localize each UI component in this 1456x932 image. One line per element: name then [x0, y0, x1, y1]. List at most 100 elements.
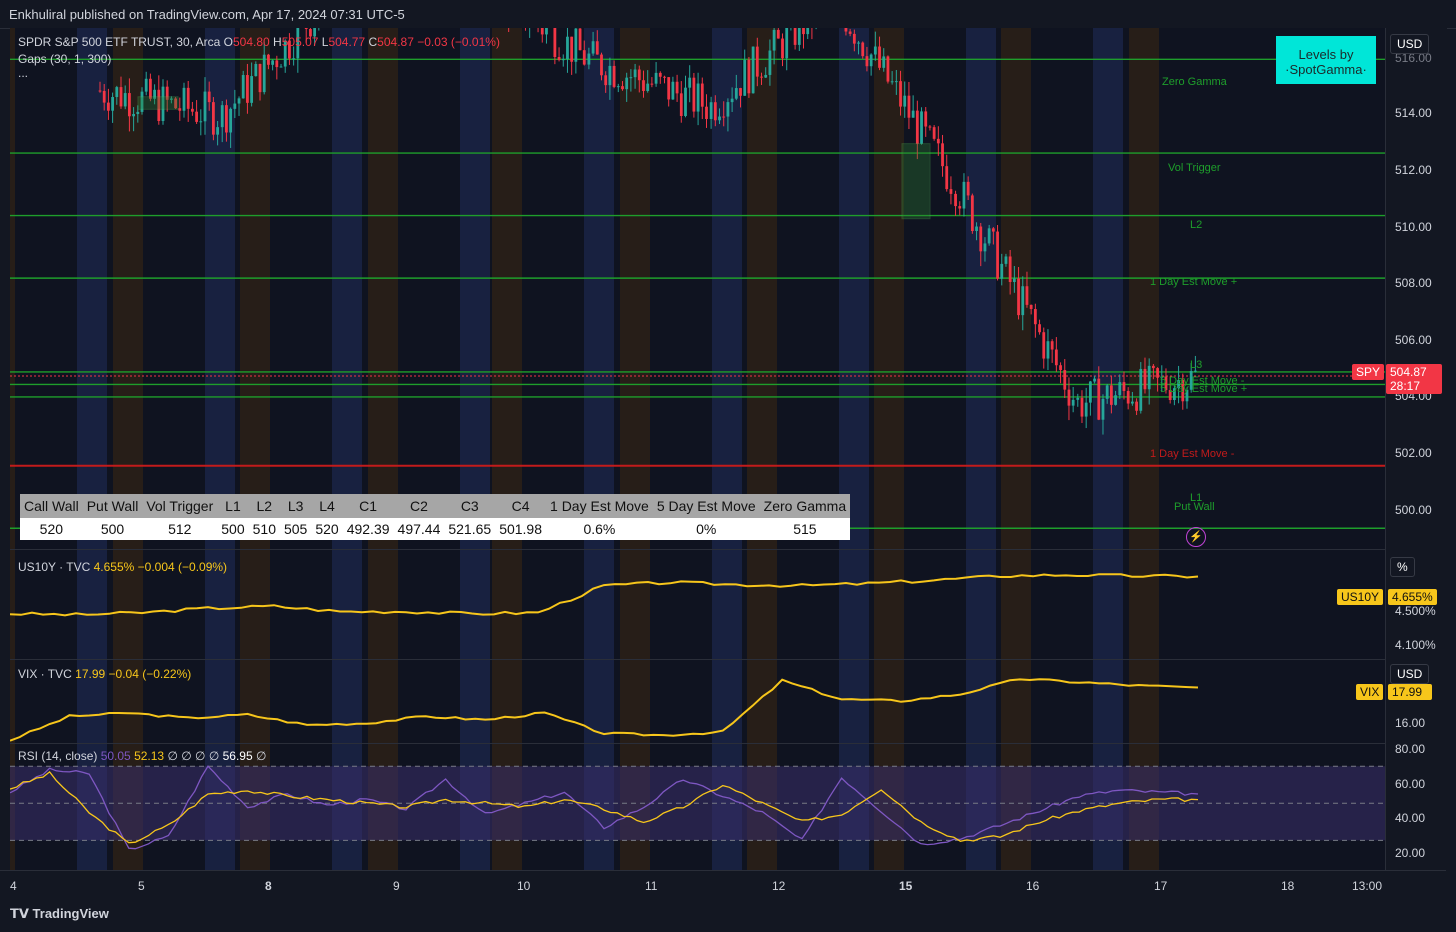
- chart-area[interactable]: [10, 28, 1385, 898]
- candle-body: [225, 105, 228, 133]
- candle-body: [258, 63, 262, 93]
- candle-body: [591, 41, 595, 54]
- premarket-shade: [113, 28, 143, 870]
- candle-body: [996, 231, 999, 279]
- time-label: 13:00: [1352, 879, 1383, 893]
- candle-body: [275, 60, 279, 68]
- candle-body: [966, 181, 970, 196]
- time-label: 15: [899, 879, 913, 893]
- levels-value-cell: 520: [311, 518, 343, 540]
- tradingview-logo[interactable]: 𝗧𝗩 TradingView: [10, 906, 109, 922]
- candle-body: [553, 28, 557, 57]
- candle-body: [962, 181, 966, 209]
- more-indicators[interactable]: ...: [18, 66, 29, 80]
- levels-header-cell: C2: [393, 494, 445, 518]
- level-label-l1: L1: [1190, 492, 1203, 504]
- gap-box: [137, 96, 179, 110]
- spy-symbol-tag: SPY: [1352, 364, 1385, 380]
- candle-body: [642, 80, 645, 91]
- premarket-shade: [492, 28, 522, 870]
- candle-body: [991, 228, 995, 232]
- premarket-shade: [10, 28, 15, 870]
- candle-body: [1156, 368, 1159, 378]
- candle-body: [1029, 304, 1033, 310]
- candle-body: [739, 88, 742, 96]
- candle-body: [212, 102, 215, 135]
- candle-body: [540, 28, 544, 35]
- us10y-change: −0.004 (−0.09%): [137, 560, 228, 574]
- time-axis[interactable]: 4 5 8 9 10 11 12 15 16 17 18 13:00: [0, 870, 1446, 899]
- candle-body: [915, 110, 919, 144]
- candle-body: [612, 65, 616, 87]
- candle-body: [667, 77, 671, 100]
- candle-body: [793, 28, 797, 45]
- pane-separator[interactable]: [10, 659, 1385, 660]
- vix-legend: VIX · TVC 17.99 −0.04 (−0.22%): [18, 667, 191, 681]
- candle-body: [633, 69, 637, 78]
- candle-body: [806, 28, 810, 35]
- candle-body: [207, 91, 211, 103]
- candle-body: [123, 93, 127, 107]
- candle-body: [768, 50, 772, 75]
- candle-body: [1021, 286, 1025, 316]
- candle-body: [262, 54, 266, 93]
- rsi-empty-values: ∅ ∅ ∅ ∅: [167, 749, 220, 763]
- close-value: 504.87: [377, 35, 414, 49]
- candle-body: [1181, 380, 1185, 402]
- chart-svg[interactable]: [10, 28, 1385, 870]
- gaps-indicator-label[interactable]: Gaps (30, 1, 300): [18, 52, 112, 66]
- premarket-shade: [1129, 28, 1159, 870]
- flash-icon[interactable]: ⚡: [1186, 527, 1206, 547]
- levels-value-cell: 500: [217, 518, 249, 540]
- candle-body: [785, 28, 789, 59]
- candle-body: [1059, 365, 1062, 371]
- candle-body: [797, 28, 801, 45]
- level-label-five-day-minus: 5 Day Est Move -: [1160, 375, 1245, 387]
- candle-body: [608, 65, 612, 86]
- time-label: 10: [517, 879, 531, 893]
- us10y-unit-button[interactable]: %: [1390, 557, 1415, 577]
- candle-body: [233, 103, 237, 109]
- candle-body: [709, 102, 713, 119]
- price-axis[interactable]: 516.00 514.00 512.00 510.00 508.00 506.0…: [1385, 28, 1447, 870]
- candle-body: [903, 95, 907, 107]
- pane-separator[interactable]: [10, 549, 1385, 550]
- currency-button[interactable]: USD: [1390, 34, 1430, 54]
- candle-body: [107, 102, 110, 111]
- levels-value-cell: 510: [248, 518, 280, 540]
- candle-body: [566, 36, 569, 60]
- candle-body: [886, 56, 890, 82]
- level-label-l2: L2: [1190, 219, 1203, 231]
- publish-text: Enkhuliral published on TradingView.com,…: [9, 7, 405, 22]
- candle-body: [844, 28, 848, 32]
- candle-body: [570, 36, 574, 62]
- candle-body: [954, 193, 957, 207]
- candle-body: [869, 54, 873, 67]
- level-label-five-day-plus: 5 Day Est Move +: [1160, 383, 1248, 395]
- candle-body: [878, 46, 881, 68]
- candle-body: [1177, 380, 1180, 389]
- candle-body: [882, 56, 886, 68]
- premarket-shade: [620, 28, 650, 870]
- candle-body: [1160, 376, 1164, 378]
- levels-header-cell: Put Wall: [82, 494, 143, 518]
- vix-unit-button[interactable]: USD: [1390, 664, 1430, 684]
- candle-body: [288, 40, 291, 59]
- candle-body: [241, 75, 245, 99]
- afterhours-shade: [712, 28, 742, 870]
- candle-body: [1193, 370, 1197, 372]
- candle-body: [195, 111, 198, 122]
- us10y-value: 4.655%: [93, 560, 135, 574]
- candle-body: [726, 102, 730, 117]
- pane-separator[interactable]: [10, 743, 1385, 744]
- candle-body: [857, 42, 860, 44]
- levels-header-cell: Call Wall: [20, 494, 83, 518]
- candle-body: [313, 28, 317, 37]
- candle-body: [958, 206, 962, 209]
- candle-body: [1168, 390, 1172, 400]
- candle-body: [848, 31, 852, 34]
- candle-body: [705, 106, 708, 119]
- levels-header-cell: L3: [279, 494, 312, 518]
- candle-body: [1004, 256, 1008, 264]
- us10y-tick: 4.500%: [1395, 604, 1436, 618]
